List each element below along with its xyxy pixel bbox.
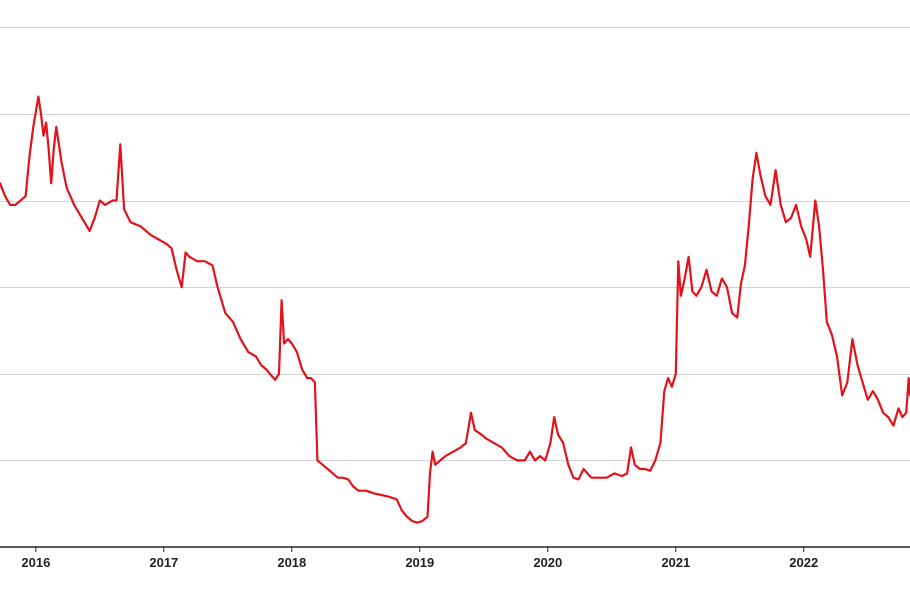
x-axis-tick-labels: 2016 2017 2018 2019 2020 2021 2022 bbox=[21, 555, 818, 570]
x-tick-label: 2020 bbox=[533, 555, 562, 570]
series-line-1 bbox=[0, 95, 910, 524]
x-tick-label: 2017 bbox=[149, 555, 178, 570]
x-tick-label: 2019 bbox=[405, 555, 434, 570]
x-tick-label: 2021 bbox=[661, 555, 690, 570]
series-layer bbox=[0, 95, 910, 524]
x-tick-label: 2018 bbox=[277, 555, 306, 570]
x-axis-ticks bbox=[35, 547, 805, 552]
x-tick-label: 2022 bbox=[789, 555, 818, 570]
x-tick-label: 2016 bbox=[21, 555, 50, 570]
gridlines bbox=[0, 27, 910, 461]
